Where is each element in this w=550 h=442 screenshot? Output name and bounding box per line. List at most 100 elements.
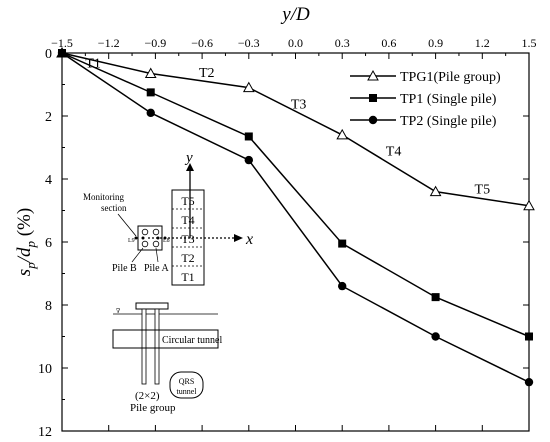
axes: −1.5 −1.2 −0.9 −0.6 −0.3 0.0 0.3 0.6 0.9 1.2 1.5 0 2… (14, 4, 537, 440)
inset-pile (152, 228, 160, 236)
legend-label: TP1 (Single pile) (400, 92, 497, 107)
inset-gauge-point (163, 236, 167, 240)
inset-pile-cap (137, 225, 163, 251)
inset-pile-group-label: Pile group (130, 402, 176, 414)
y-tick-label: 4 (45, 173, 52, 188)
inset-zone-t3: T3 (181, 232, 194, 246)
stage-label-t4: T4 (386, 145, 402, 160)
stage-label-t2: T2 (199, 66, 215, 81)
y-axis-title: sp/dp (%) (14, 208, 38, 276)
data-point (525, 332, 533, 341)
x-tick-label: 1.2 (475, 36, 490, 50)
series-line (61, 52, 530, 383)
inset-section-leader (117, 213, 137, 237)
series-line (61, 52, 530, 338)
data-point (244, 155, 253, 165)
inset-gauge-point (134, 236, 138, 240)
y-tick-label: 2 (45, 110, 52, 125)
inset-water-level-icon: ∇ (116, 308, 120, 315)
inset-dist-right: L8 (163, 238, 170, 244)
x-tick-label: −0.9 (145, 36, 167, 50)
x-tick-label: −0.6 (191, 36, 213, 50)
data-point (242, 81, 255, 93)
inset-zone-t1: T1 (181, 270, 194, 284)
data-point (523, 199, 535, 211)
data-point (429, 185, 442, 197)
data-point (244, 132, 253, 141)
inset-qrs-tunnel (169, 371, 204, 399)
x-axis-title: y/D (280, 4, 310, 25)
inset-gauge-point (141, 236, 145, 240)
x-tick-label: 0.9 (428, 36, 443, 50)
legend-marker (367, 69, 379, 81)
inset-y-arrow (186, 163, 194, 171)
inset-section-cap (135, 302, 169, 310)
legend: TPG1(Pile group) TP1 (Single pile) TP2 (Si… (350, 69, 501, 129)
data-point (431, 293, 440, 302)
inset-zone-t4: T4 (181, 213, 194, 227)
inset-qrs-label-1: QRS (179, 377, 195, 386)
inset-dist-left: L9 (128, 238, 135, 244)
inset-section-label-1: Monitoring (83, 192, 125, 202)
y-tick-label: 6 (45, 236, 52, 251)
series-3 (57, 48, 534, 387)
inset-pile (141, 240, 149, 248)
x-tick-label: 1.5 (522, 36, 537, 50)
y-tick-label: 12 (38, 425, 52, 440)
series-group (56, 46, 535, 387)
data-point (144, 67, 157, 78)
x-tick-label: −0.3 (238, 36, 260, 50)
legend-marker (369, 94, 377, 102)
stage-label-t1: T1 (85, 56, 101, 71)
legend-label: TP2 (Single pile) (400, 114, 497, 129)
stage-labels: T1 T2 T3 T4 T5 (85, 56, 490, 197)
legend-marker (368, 115, 378, 125)
legend-label: TPG1(Pile group) (400, 70, 501, 85)
inset-pile-b-label: Pile B (112, 263, 137, 274)
x-tick-label: 0.6 (381, 36, 396, 50)
inset-zone-box (171, 189, 205, 286)
inset-pile (141, 228, 149, 236)
legend-item-1: TPG1(Pile group) (350, 69, 501, 85)
inset-pile-b-leader (131, 247, 144, 263)
x-tick-label: 0.0 (288, 36, 303, 50)
stage-label-t3: T3 (291, 97, 307, 112)
inset-tunnel-label: Circular tunnel (162, 335, 222, 346)
inset-pile-a-leader (155, 247, 159, 263)
inset-x-label: x (245, 231, 253, 248)
y-tick-label: 10 (38, 362, 52, 377)
data-point (146, 108, 155, 118)
svg-text:sp/dp (%): sp/dp (%) (14, 208, 38, 276)
inset-gauge-point (156, 236, 160, 240)
data-point (57, 48, 67, 58)
x-tick-label: 0.3 (335, 36, 350, 50)
legend-item-3: TP2 (Single pile) (350, 114, 497, 129)
inset-pile (152, 240, 160, 248)
x-tick-label: −1.2 (98, 36, 120, 50)
inset-qrs-label-2: tunnel (177, 387, 198, 396)
stage-label-t5: T5 (475, 182, 491, 197)
data-point (336, 128, 349, 140)
inset-circular-tunnel (112, 329, 219, 349)
series-line (61, 52, 530, 207)
inset-y-label: y (184, 150, 193, 166)
inset-pile-a-label: Pile A (144, 263, 170, 274)
data-point (524, 377, 534, 387)
legend-item-2: TP1 (Single pile) (350, 92, 497, 107)
x-tick-label: −1.5 (51, 36, 73, 50)
data-point (338, 239, 347, 248)
y-tick-label: 0 (45, 47, 52, 62)
y-tick-label: 8 (45, 299, 52, 314)
inset-zone-t2: T2 (181, 251, 194, 265)
data-point (338, 281, 347, 291)
inset-x-arrow (234, 234, 243, 242)
inset-section-label-2: section (101, 203, 127, 213)
inset-section-pile (154, 308, 160, 385)
data-point (431, 332, 440, 341)
inset-pile-group-size: (2×2) (135, 390, 160, 402)
inset-section-pile (141, 308, 147, 385)
inset-zone-t5: T5 (181, 194, 194, 208)
data-point (146, 88, 155, 97)
